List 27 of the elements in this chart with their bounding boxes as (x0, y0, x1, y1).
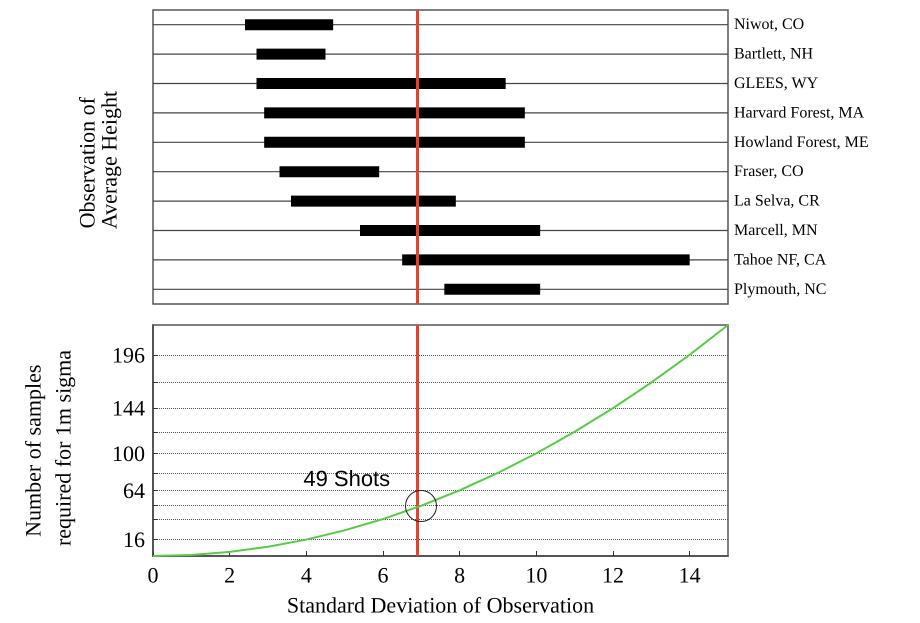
y-tick-label: Howland Forest, ME (734, 134, 869, 151)
y-tick-label: Fraser, CO (734, 163, 804, 180)
x-axis-title: Standard Deviation of Observation (286, 592, 594, 618)
y-tick-label: Plymouth, NC (734, 280, 826, 298)
x-tick-label: 14 (678, 562, 701, 588)
y-tick-label: Tahoe NF, CA (734, 251, 827, 268)
x-tick-label: 10 (525, 562, 548, 588)
y-axis-title: Number of samples required for 1m sigma (20, 350, 76, 546)
y-tick-label: GLEES, WY (734, 75, 819, 92)
y-tick-label: Marcell, MN (734, 222, 818, 239)
x-tick-label: 6 (378, 562, 388, 588)
y-tick-label: Harvard Forest, MA (734, 104, 865, 122)
y-tick-label: 16 (123, 527, 145, 552)
y-tick-label: Bartlett, NH (734, 46, 814, 63)
y-tick-label: 100 (112, 440, 145, 466)
y-axis-title: Observation of Average Height (74, 90, 122, 230)
x-tick-label: 8 (454, 562, 466, 588)
x-tick-label: 2 (224, 562, 236, 588)
annotation: 49 Shots (303, 466, 390, 492)
y-tick-label: La Selva, CR (734, 192, 820, 210)
y-tick-label: Niwot, CO (734, 16, 804, 34)
x-tick-label: 4 (300, 562, 312, 588)
y-tick-label: 64 (123, 478, 145, 503)
x-tick-label: 12 (602, 562, 624, 588)
y-tick-label: 144 (112, 396, 145, 421)
x-tick-label: 0 (148, 562, 158, 588)
y-tick-label: 196 (112, 342, 145, 368)
